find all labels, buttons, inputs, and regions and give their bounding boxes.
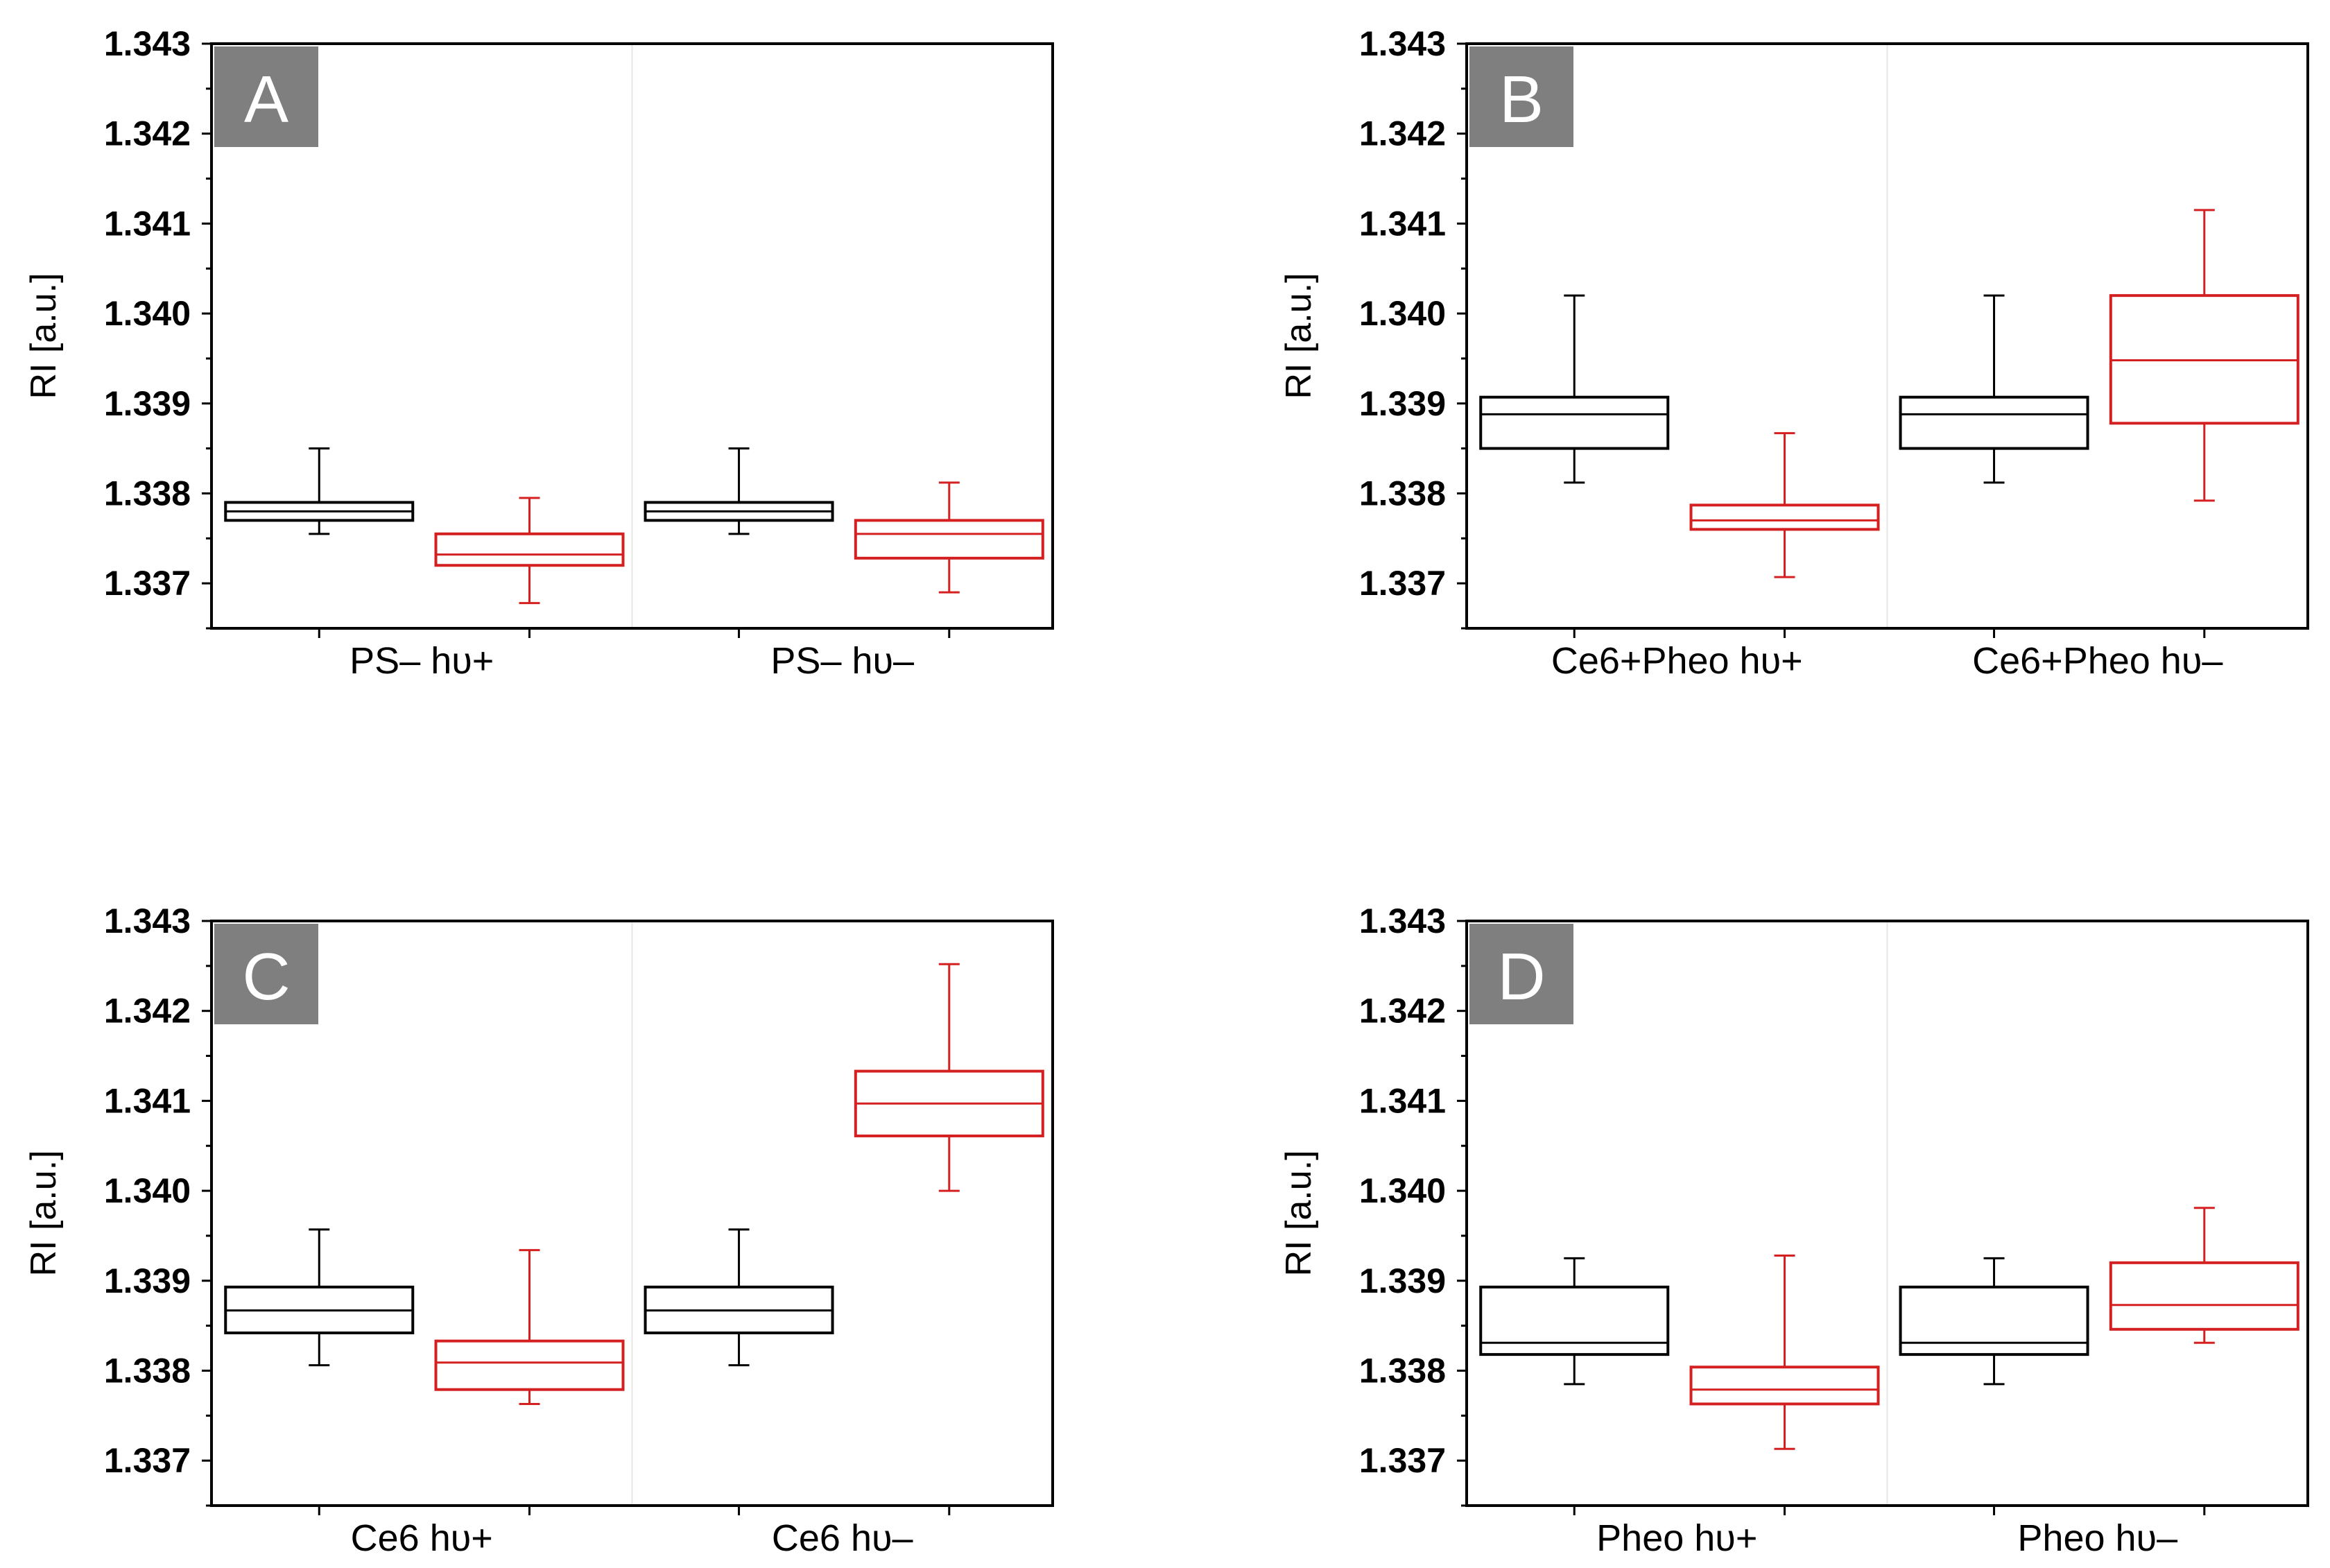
y-tick-label: 1.341	[104, 204, 191, 243]
box-iqr	[2109, 1261, 2299, 1331]
y-tick-label: 1.337	[1359, 1441, 1446, 1480]
x-category-label: PS– hυ+	[350, 640, 494, 682]
y-tick-label: 1.341	[104, 1081, 191, 1120]
y-tick-label: 1.343	[1359, 24, 1446, 63]
box-iqr	[434, 532, 625, 567]
x-category-label: Ce6 hυ–	[772, 1517, 913, 1559]
panel-label: A	[244, 62, 288, 137]
box-treated-2	[2109, 1207, 2299, 1344]
box-iqr	[1479, 395, 1670, 450]
box-control-1	[1479, 294, 1670, 484]
y-axis-label: RI [a.u.]	[24, 273, 64, 399]
panel-c: 1.337 1.338 1.339 1.340 1.341 1.342 1.343 RI [a…	[24, 902, 1054, 1559]
y-tick-label: 1.339	[104, 1261, 191, 1300]
y-axis-label: RI [a.u.]	[24, 1150, 64, 1276]
box-treated-2	[2109, 209, 2299, 502]
panel-label-bg	[1469, 46, 1573, 147]
y-tick-label: 1.342	[104, 114, 191, 153]
y-axis-label: RI [a.u.]	[1279, 273, 1319, 399]
box-iqr	[1689, 503, 1880, 531]
y-tick-label: 1.337	[104, 564, 191, 603]
panel-label: C	[242, 940, 290, 1014]
x-category-label: Ce6+Pheo hυ–	[1972, 640, 2223, 682]
box-iqr	[1899, 1285, 2089, 1356]
x-category-label: PS– hυ–	[770, 640, 914, 682]
y-tick-label: 1.340	[104, 1171, 191, 1210]
box-iqr	[434, 1339, 625, 1391]
box-treated-1	[434, 497, 625, 605]
y-tick-label: 1.338	[1359, 474, 1446, 512]
plot-frame	[1465, 42, 2309, 630]
y-tick-label: 1.342	[1359, 114, 1446, 153]
box-control-1	[224, 447, 415, 535]
panel-b: 1.337 1.338 1.339 1.340 1.341 1.342 1.343 RI [a…	[1279, 24, 2309, 682]
y-tick-label: 1.340	[1359, 294, 1446, 333]
box-control-2	[1899, 1257, 2089, 1386]
y-tick-label: 1.339	[1359, 384, 1446, 423]
box-treated-1	[1689, 432, 1880, 578]
box-iqr	[1479, 1285, 1670, 1356]
y-tick-label: 1.338	[104, 474, 191, 512]
y-tick-label: 1.338	[104, 1351, 191, 1390]
panel-label: D	[1497, 940, 1545, 1014]
y-tick-label: 1.337	[104, 1441, 191, 1480]
box-treated-2	[854, 481, 1044, 594]
box-treated-1	[434, 1249, 625, 1405]
panel-label-bg	[1469, 924, 1573, 1024]
y-axis-label: RI [a.u.]	[1279, 1150, 1319, 1276]
x-category-label: Ce6 hυ+	[351, 1517, 493, 1559]
box-iqr	[1689, 1365, 1880, 1406]
y-tick-label: 1.340	[1359, 1171, 1446, 1210]
y-tick-label: 1.341	[1359, 204, 1446, 243]
box-control-1	[1479, 1257, 1670, 1386]
box-control-2	[644, 447, 834, 535]
panel-d: 1.337 1.338 1.339 1.340 1.341 1.342 1.343 RI [a…	[1279, 902, 2309, 1559]
plot-frame	[1465, 920, 2309, 1507]
box-iqr	[1899, 395, 2089, 450]
box-control-2	[1899, 294, 2089, 484]
y-tick-label: 1.342	[104, 992, 191, 1031]
x-category-label: Pheo hυ–	[2017, 1517, 2177, 1559]
panel-a: 1.337 1.338 1.339 1.340 1.341 1.342 1.343 RI [a…	[24, 24, 1054, 682]
panel-label-bg	[214, 46, 318, 147]
y-tick-label: 1.343	[104, 902, 191, 940]
y-tick-label: 1.339	[104, 384, 191, 423]
box-control-1	[224, 1228, 415, 1367]
y-tick-label: 1.343	[104, 24, 191, 63]
y-tick-label: 1.341	[1359, 1081, 1446, 1120]
x-category-label: Pheo hυ+	[1596, 1517, 1757, 1559]
box-iqr	[854, 519, 1044, 560]
panel-label-bg	[214, 924, 318, 1024]
y-tick-label: 1.337	[1359, 564, 1446, 603]
y-tick-label: 1.338	[1359, 1351, 1446, 1390]
panel-label: B	[1499, 62, 1544, 137]
y-tick-label: 1.340	[104, 294, 191, 333]
box-treated-1	[1689, 1254, 1880, 1450]
y-tick-label: 1.339	[1359, 1261, 1446, 1300]
box-control-2	[644, 1228, 834, 1367]
plot-frame	[210, 42, 1054, 630]
box-treated-2	[854, 963, 1044, 1192]
x-category-label: Ce6+Pheo hυ+	[1551, 640, 1803, 682]
y-tick-label: 1.342	[1359, 992, 1446, 1031]
y-tick-label: 1.343	[1359, 902, 1446, 940]
plot-frame	[210, 920, 1054, 1507]
